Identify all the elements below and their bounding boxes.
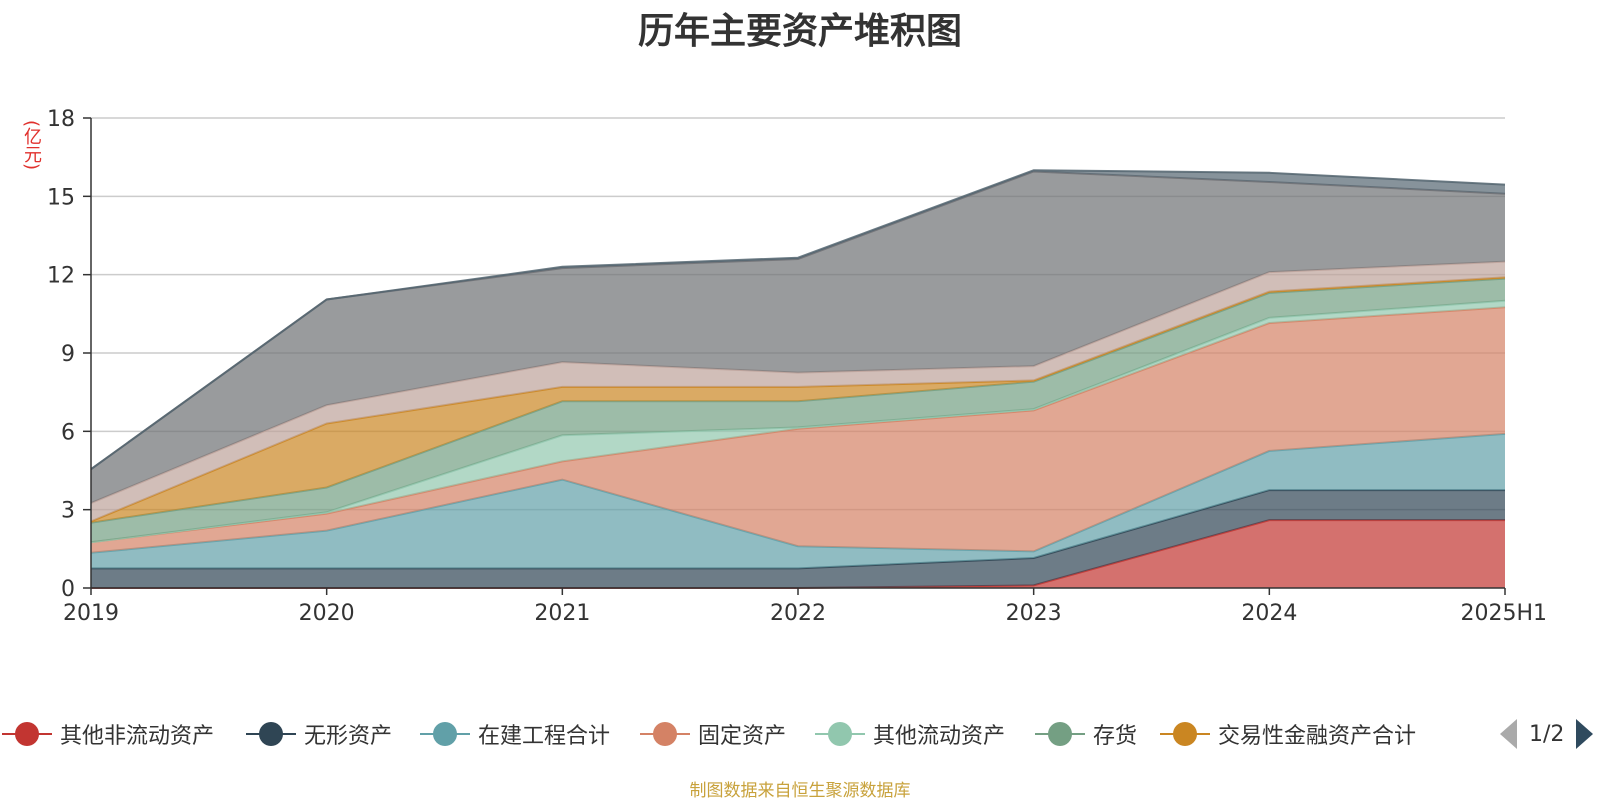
x-tick-label: 2023: [1006, 601, 1062, 626]
x-tick-label: 2025H1: [1460, 601, 1547, 626]
x-tick-label: 2022: [770, 601, 826, 626]
legend-item[interactable]: 交易性金融资产合计: [1160, 716, 1416, 752]
chart-legend: 其他非流动资产 无形资产 在建工程合计 固定资产 其他流动资产 存货 交易性金融资产合计: [0, 716, 1600, 756]
legend-label: 其他非流动资产: [60, 724, 215, 749]
legend-item[interactable]: 其他非流动资产: [2, 716, 214, 752]
area-series-5[interactable]: [91, 278, 1505, 543]
y-tick-label: 9: [61, 342, 75, 367]
legend-marker-icon: [246, 719, 296, 749]
y-tick-label: 3: [61, 499, 75, 524]
area-series-0[interactable]: [91, 520, 1505, 588]
y-tick-label: 18: [47, 107, 75, 132]
area-series-9-line: [90, 169, 1506, 471]
x-tick-label: 2020: [299, 601, 355, 626]
legend-item[interactable]: 在建工程合计: [420, 716, 610, 752]
area-series-3[interactable]: [91, 307, 1505, 553]
legend-label: 交易性金融资产合计: [1218, 724, 1417, 749]
y-tick-label: 6: [61, 420, 75, 445]
legend-marker-icon: [420, 719, 470, 749]
y-tick-label: 15: [47, 185, 75, 210]
legend-item[interactable]: 无形资产: [246, 716, 392, 752]
legend-label: 其他流动资产: [873, 724, 1006, 749]
legend-marker-icon: [2, 719, 52, 749]
legend-marker-icon: [1035, 719, 1085, 749]
axes: 0 3 6 9 12 15 18 2019 2020 2021 2022 2023 2024 2025H1: [47, 107, 1547, 626]
legend-label: 在建工程合计: [478, 724, 611, 749]
legend-label: 无形资产: [304, 724, 393, 749]
area-series-6[interactable]: [91, 277, 1505, 523]
legend-item[interactable]: 固定资产: [640, 716, 786, 752]
legend-pager: 1/2: [1500, 716, 1594, 752]
area-series-2[interactable]: [91, 433, 1505, 569]
data-source-note: 制图数据来自恒生聚源数据库: [689, 781, 911, 801]
area-series-8[interactable]: [91, 171, 1505, 504]
legend-prev-page-icon[interactable]: [1500, 719, 1517, 749]
x-tick-label: 2019: [63, 601, 119, 626]
x-tick-label: 2021: [534, 601, 590, 626]
area-series-layer: [90, 169, 1506, 589]
legend-item[interactable]: 其他流动资产: [815, 716, 1005, 752]
chart-title: 历年主要资产堆积图: [637, 11, 962, 52]
legend-item[interactable]: 存货: [1035, 716, 1137, 752]
legend-marker-icon: [815, 719, 865, 749]
legend-label: 固定资产: [698, 724, 787, 749]
legend-marker-icon: [640, 719, 690, 749]
legend-next-page-icon[interactable]: [1576, 719, 1594, 749]
legend-page-indicator: 1/2: [1529, 721, 1565, 747]
legend-label: 存货: [1093, 724, 1138, 749]
y-tick-label: 0: [61, 577, 75, 602]
area-series-7[interactable]: [91, 261, 1505, 522]
y-tick-label: 12: [47, 264, 75, 289]
area-series-4[interactable]: [91, 300, 1505, 543]
legend-marker-icon: [1160, 719, 1210, 749]
y-axis-unit-label: (亿元): [21, 120, 42, 171]
x-tick-label: 2024: [1241, 601, 1297, 626]
